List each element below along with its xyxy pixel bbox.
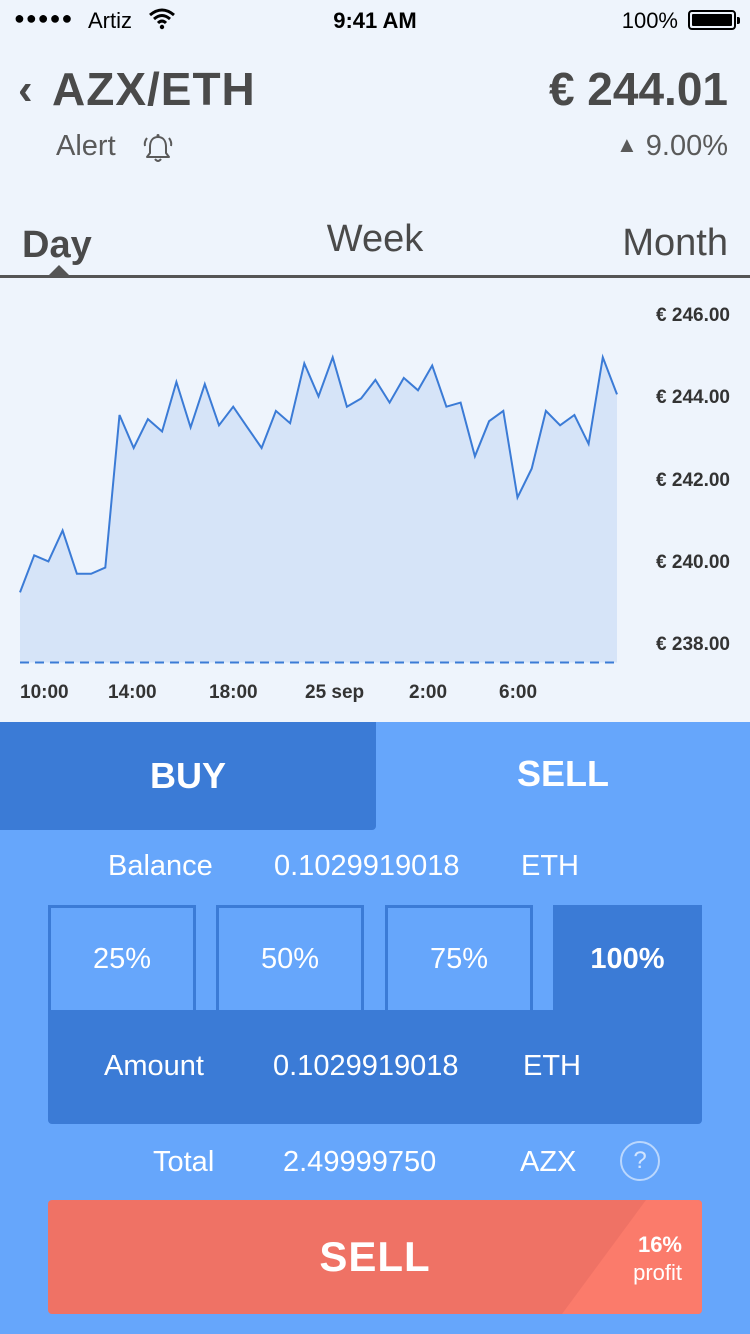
battery-percent: 100% <box>621 8 678 33</box>
alert-link[interactable]: Alert <box>56 130 116 162</box>
buy-tab[interactable]: BUY <box>0 722 376 830</box>
wifi-icon <box>148 6 176 36</box>
back-chevron-icon[interactable]: ‹ <box>18 65 33 114</box>
y-axis-label: € 242.00 <box>656 470 730 491</box>
y-axis-label: € 244.00 <box>656 387 730 408</box>
balance-unit: ETH <box>521 850 579 882</box>
chart-price-line <box>19 353 618 593</box>
selected-tab-indicator <box>48 265 70 276</box>
total-value: 2.49999750 <box>283 1146 437 1178</box>
chart-area-fill <box>20 357 617 663</box>
tab-week[interactable]: Week <box>326 218 424 260</box>
percent-100-button[interactable]: 100% <box>553 905 702 1013</box>
amount-unit: ETH <box>523 1050 581 1082</box>
percent-50-button[interactable]: 50% <box>216 905 364 1013</box>
status-bar: ●●●●● Artiz 9:41 AM 100% <box>0 0 750 40</box>
y-axis-label: € 246.00 <box>656 305 730 326</box>
carrier-name: Artiz <box>88 8 132 33</box>
alarm-bell-icon[interactable] <box>142 132 174 164</box>
tab-underline <box>0 275 750 278</box>
sell-tab[interactable]: SELL <box>376 722 750 826</box>
arrow-up-icon: ▲ <box>615 132 638 157</box>
x-axis-label: 14:00 <box>108 682 157 703</box>
tab-day[interactable]: Day <box>22 224 92 266</box>
percent-25-button[interactable]: 25% <box>48 905 196 1013</box>
x-axis-label: 2:00 <box>409 682 448 703</box>
x-axis-label: 25 sep <box>305 682 365 703</box>
profit-percent: 16% <box>637 1232 682 1257</box>
pair-title: AZX/ETH <box>52 63 256 115</box>
amount-label: Amount <box>104 1050 204 1082</box>
percent-75-button[interactable]: 75% <box>385 905 533 1013</box>
price-change: ▲ 9.00% <box>616 130 728 163</box>
profit-label: profit <box>633 1260 682 1285</box>
x-axis-label: 10:00 <box>20 682 69 703</box>
clock: 9:41 AM <box>333 8 417 33</box>
y-axis-label: € 240.00 <box>656 552 730 573</box>
amount-box <box>48 1010 702 1124</box>
total-label: Total <box>153 1146 215 1178</box>
battery-icon <box>688 10 740 30</box>
x-axis-label: 18:00 <box>209 682 258 703</box>
balance-value: 0.1029919018 <box>274 850 460 882</box>
total-unit: AZX <box>520 1146 577 1178</box>
sell-button-label: SELL <box>319 1233 431 1280</box>
signal-strength-icon: ●●●●● <box>14 8 74 28</box>
tab-month[interactable]: Month <box>622 222 728 264</box>
help-icon[interactable]: ? <box>620 1141 660 1181</box>
balance-label: Balance <box>108 850 213 882</box>
amount-input[interactable]: 0.1029919018 <box>273 1050 459 1082</box>
x-axis-label: 6:00 <box>499 682 538 703</box>
y-axis-label: € 238.00 <box>656 634 730 655</box>
price-chart <box>19 353 618 664</box>
sell-button[interactable]: SELL 16% profit <box>48 1200 702 1314</box>
current-price: € 244.01 <box>548 63 728 115</box>
price-change-value: 9.00% <box>645 130 728 162</box>
